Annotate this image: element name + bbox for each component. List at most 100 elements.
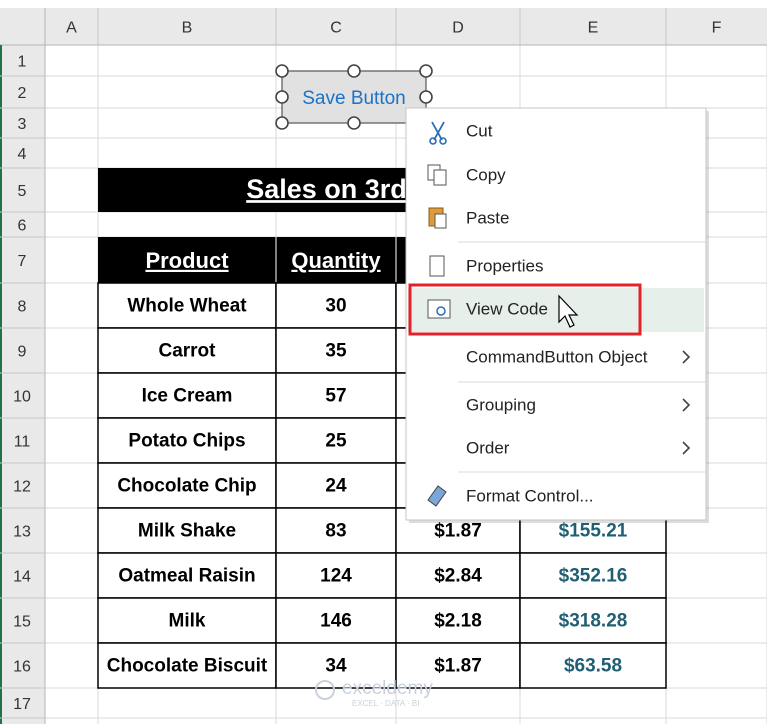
resize-handle (275, 64, 289, 78)
table-cell-text: $1.87 (434, 521, 482, 542)
row-header: 5 (18, 183, 27, 200)
table-cell (395, 642, 521, 689)
save-button[interactable]: Save Button (275, 64, 433, 130)
table-cell (97, 462, 277, 509)
row-header: 3 (18, 116, 27, 133)
row-header: 6 (18, 218, 27, 235)
table-cell-text: $318.28 (559, 611, 628, 632)
table-cell-text: Whole Wheat (127, 296, 247, 317)
row-header: 10 (13, 389, 31, 406)
table-cell (519, 597, 667, 644)
table-cell (275, 282, 397, 329)
icon-paste (434, 213, 447, 229)
menu-highlight (408, 288, 704, 332)
table-cell-text: Chocolate Chip (117, 476, 256, 497)
submenu-arrow (682, 441, 691, 455)
watermark-logo (315, 680, 335, 700)
resize-handle (347, 116, 361, 130)
column-header: E (588, 20, 599, 37)
row-header: 14 (13, 569, 31, 586)
button-label: Save Button (302, 88, 406, 109)
table-cell (275, 642, 397, 689)
table-cell-text: Chocolate Biscuit (107, 656, 268, 677)
table-cell-text: 83 (325, 521, 346, 542)
icon-cut (431, 121, 445, 141)
column-header: A (66, 20, 77, 37)
mouse-cursor (558, 294, 579, 328)
table-cell (519, 642, 667, 689)
submenu-arrow (682, 350, 691, 364)
table-header-cell: Product (145, 248, 229, 273)
table-cell-text: Milk Shake (138, 521, 236, 542)
watermark-brand: exceldemy (342, 678, 433, 699)
menu-item[interactable]: View Code (466, 299, 548, 318)
table-cell-text: $2.18 (434, 611, 482, 632)
menu-item[interactable]: Cut (466, 121, 493, 140)
column-header: C (330, 20, 342, 37)
table-cell-text: Carrot (158, 341, 216, 362)
table-cell-text: 35 (325, 341, 347, 362)
resize-handle (347, 64, 361, 78)
table-cell-text: 146 (320, 611, 352, 632)
table-cell-text: 124 (320, 566, 352, 587)
menu-item[interactable]: Format Control... (466, 486, 594, 505)
button-face (281, 70, 427, 124)
table-cell (97, 372, 277, 419)
column-header: D (452, 20, 464, 37)
resize-handle (275, 116, 289, 130)
table-cell-text: $63.58 (564, 656, 622, 677)
table-cell-text: Milk (169, 611, 206, 632)
menu-item[interactable]: Copy (466, 165, 506, 184)
row-header: 12 (13, 479, 31, 496)
table-header-cell: Quantity (291, 248, 381, 273)
resize-handle (275, 90, 289, 104)
row-header: 16 (13, 659, 31, 676)
table-cell (97, 507, 277, 554)
table-cell-text: 24 (325, 476, 347, 497)
table-cell (395, 552, 521, 599)
menu-item[interactable]: CommandButton Object (466, 347, 648, 366)
row-header: 13 (13, 524, 31, 541)
icon-cut (439, 137, 447, 145)
menu-item[interactable]: Grouping (466, 395, 536, 414)
table-cell (97, 417, 277, 464)
row-header: 9 (18, 344, 27, 361)
highlight-box (408, 283, 642, 336)
table-cell (275, 597, 397, 644)
table-cell-text: $155.21 (559, 521, 628, 542)
table-cell-text: $1.87 (434, 656, 482, 677)
table-cell-text: 34 (325, 656, 347, 677)
table-cell (275, 552, 397, 599)
table-cell-text: 30 (325, 296, 346, 317)
watermark-tagline: EXCEL · DATA · BI (352, 699, 419, 708)
row-header: 15 (13, 614, 31, 631)
table-cell (275, 507, 397, 554)
row-header: 7 (18, 253, 27, 270)
table-cell (275, 327, 397, 374)
column-header-bar (0, 8, 767, 45)
table-cell-text: Oatmeal Raisin (118, 566, 255, 587)
row-header: 11 (14, 434, 31, 451)
table-cell-text: $2.84 (434, 566, 482, 587)
icon-cut (429, 137, 437, 145)
resize-handle (419, 64, 433, 78)
context-menu: Cut Copy Paste Properties View Code CommandBu… (405, 107, 709, 523)
menu-item[interactable]: Paste (466, 208, 509, 227)
table-cell (519, 552, 667, 599)
row-header: 4 (18, 146, 27, 163)
icon-copy (433, 169, 447, 186)
table-cell (275, 462, 397, 509)
menu-item[interactable]: Properties (466, 256, 543, 275)
table-cell-text: 57 (325, 386, 346, 407)
column-header: F (712, 20, 722, 37)
submenu-arrow (682, 398, 691, 412)
row-header-bar (0, 8, 45, 724)
icon-properties (429, 255, 445, 277)
menu-item[interactable]: Order (466, 438, 510, 457)
resize-handle (419, 90, 433, 104)
row-header: 8 (18, 299, 27, 316)
column-header: B (182, 20, 193, 37)
table-cell-text: Potato Chips (128, 431, 245, 452)
